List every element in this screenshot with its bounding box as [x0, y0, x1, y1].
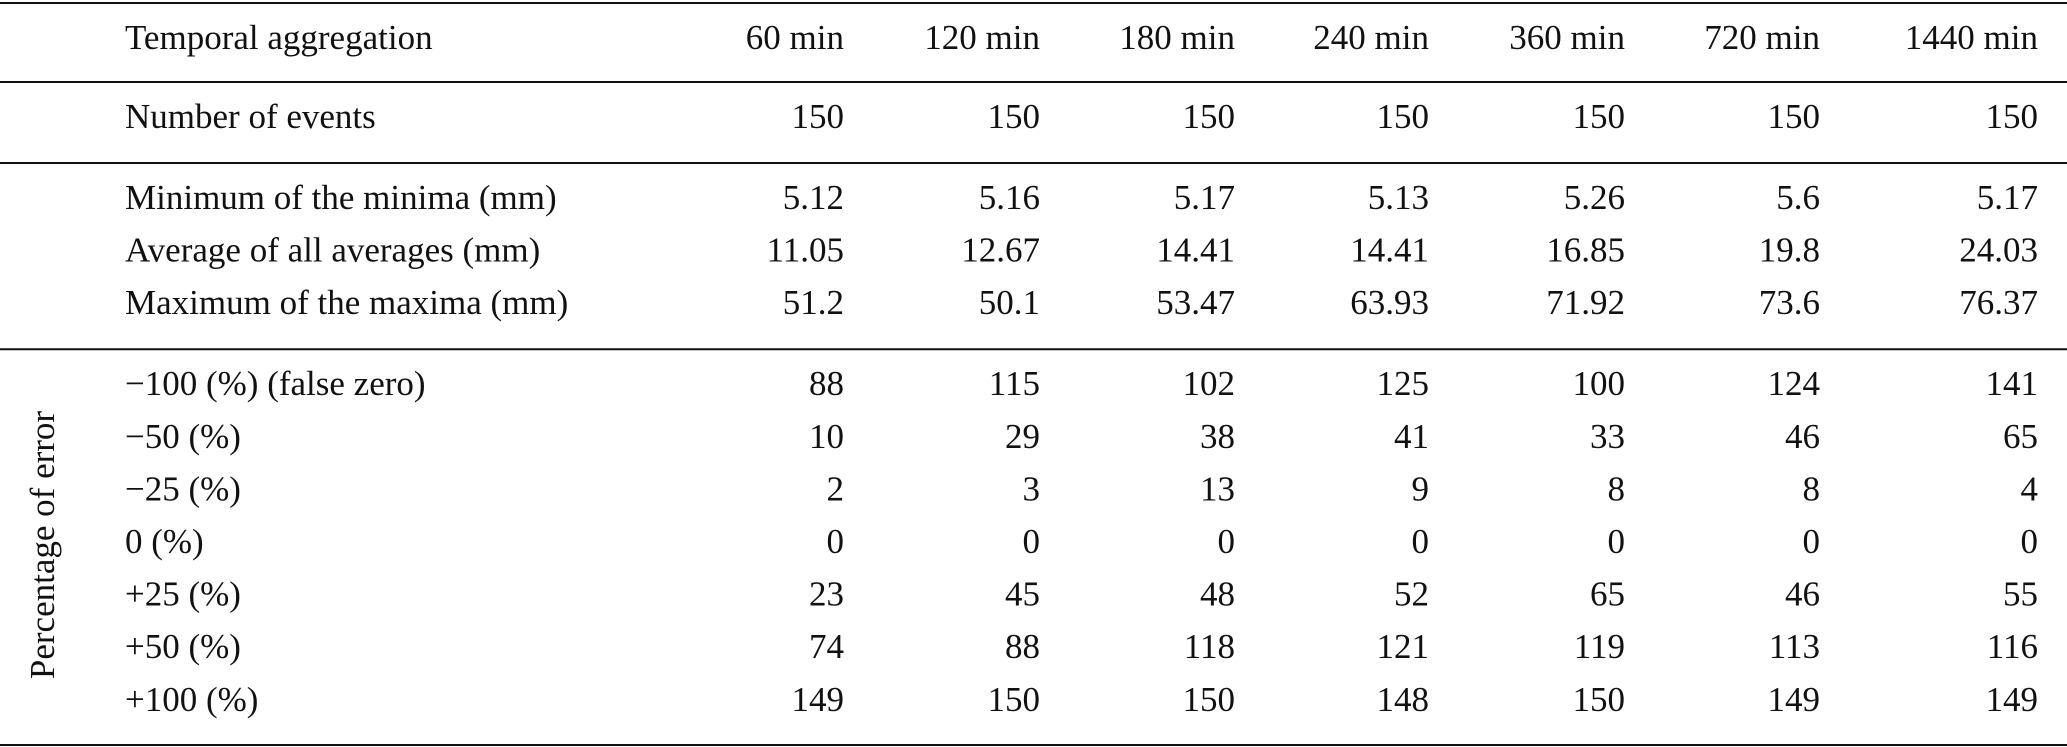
row-cell: 23: [809, 575, 844, 614]
row-cell: 11.05: [767, 231, 844, 270]
row-cell: 118: [1184, 627, 1235, 666]
row-cell: 150: [1573, 97, 1626, 136]
row-cell: 5.12: [783, 178, 844, 217]
row-cell: 150: [1183, 97, 1236, 136]
row-cell: 100: [1573, 364, 1626, 403]
header-cell: 360 min: [1509, 18, 1625, 57]
row-cell: 46: [1785, 417, 1820, 456]
row-label: −100 (%) (false zero): [125, 364, 426, 403]
row-cell: 5.13: [1368, 178, 1429, 217]
row-cell: 116: [1987, 627, 2038, 666]
row-label: −50 (%): [125, 417, 241, 456]
row-cell: 8: [1608, 469, 1626, 508]
header-cell: 60 min: [746, 18, 844, 57]
row-label: Average of all averages (mm): [125, 231, 540, 270]
row-cell: 55: [2003, 575, 2038, 614]
row-cell: 5.6: [1776, 178, 1820, 217]
row-cell: 0: [827, 522, 845, 561]
row-cell: 113: [1769, 627, 1820, 666]
row-cell: 0: [1218, 522, 1236, 561]
side-label: Percentage of error: [23, 411, 62, 680]
row-cell: 88: [1005, 627, 1040, 666]
row-cell: 48: [1200, 575, 1235, 614]
row-cell: 141: [1986, 364, 2039, 403]
header-cell: 1440 min: [1905, 18, 2038, 57]
row-cell: 73.6: [1759, 283, 1820, 322]
row-cell: 150: [792, 97, 845, 136]
row-cell: 10: [809, 417, 844, 456]
header-cell: 180 min: [1119, 18, 1235, 57]
row-cell: 65: [2003, 417, 2038, 456]
header-cell: 240 min: [1313, 18, 1429, 57]
row-cell: 119: [1574, 627, 1625, 666]
row-cell: 29: [1005, 417, 1040, 456]
row-cell: 16.85: [1546, 231, 1625, 270]
row-label: Minimum of the minima (mm): [125, 178, 557, 217]
row-cell: 149: [1986, 680, 2039, 719]
row-cell: 76.37: [1959, 283, 2038, 322]
header-label: Temporal aggregation: [125, 18, 433, 57]
row-cell: 0: [2021, 522, 2039, 561]
row-cell: 71.92: [1546, 283, 1625, 322]
row-cell: 33: [1590, 417, 1625, 456]
row-cell: 12.67: [961, 231, 1040, 270]
row-cell: 150: [1183, 680, 1236, 719]
row-cell: 150: [988, 680, 1041, 719]
row-cell: 9: [1412, 469, 1430, 508]
row-cell: 5.16: [979, 178, 1040, 217]
row-cell: 5.17: [1174, 178, 1235, 217]
row-cell: 0: [1412, 522, 1430, 561]
row-cell: 51.2: [783, 283, 844, 322]
row-cell: 0: [1608, 522, 1626, 561]
row-cell: 2: [827, 469, 845, 508]
row-cell: 45: [1005, 575, 1040, 614]
row-cell: 150: [988, 97, 1041, 136]
row-cell: 148: [1377, 680, 1430, 719]
row-cell: 124: [1768, 364, 1821, 403]
row-label: +25 (%): [125, 575, 241, 614]
row-cell: 5.17: [1977, 178, 2038, 217]
header-cell: 120 min: [924, 18, 1040, 57]
row-cell: 150: [1573, 680, 1626, 719]
row-cell: 102: [1183, 364, 1236, 403]
row-cell: 5.26: [1564, 178, 1625, 217]
row-cell: 65: [1590, 575, 1625, 614]
row-cell: 3: [1023, 469, 1041, 508]
row-cell: 41: [1394, 417, 1429, 456]
row-label: +100 (%): [125, 680, 258, 719]
row-cell: 38: [1200, 417, 1235, 456]
row-label: Number of events: [125, 97, 376, 136]
row-cell: 115: [989, 364, 1040, 403]
row-cell: 50.1: [979, 283, 1040, 322]
row-cell: 46: [1785, 575, 1820, 614]
row-cell: 53.47: [1156, 283, 1235, 322]
row-cell: 149: [1768, 680, 1821, 719]
row-cell: 8: [1803, 469, 1821, 508]
row-cell: 19.8: [1759, 231, 1820, 270]
header-cell: 720 min: [1704, 18, 1820, 57]
row-cell: 24.03: [1959, 231, 2038, 270]
row-label: Maximum of the maxima (mm): [125, 283, 568, 322]
row-cell: 63.93: [1350, 283, 1429, 322]
row-cell: 88: [809, 364, 844, 403]
row-cell: 4: [2021, 469, 2039, 508]
row-cell: 149: [792, 680, 845, 719]
row-cell: 125: [1377, 364, 1430, 403]
row-cell: 0: [1803, 522, 1821, 561]
row-cell: 121: [1377, 627, 1430, 666]
row-label: +50 (%): [125, 627, 241, 666]
row-cell: 0: [1023, 522, 1041, 561]
row-label: 0 (%): [125, 522, 204, 561]
row-cell: 74: [809, 627, 844, 666]
row-cell: 52: [1394, 575, 1429, 614]
row-cell: 13: [1200, 469, 1235, 508]
row-cell: 150: [1768, 97, 1821, 136]
row-cell: 14.41: [1156, 231, 1235, 270]
row-cell: 14.41: [1350, 231, 1429, 270]
row-cell: 150: [1986, 97, 2039, 136]
row-cell: 150: [1377, 97, 1430, 136]
row-label: −25 (%): [125, 469, 241, 508]
